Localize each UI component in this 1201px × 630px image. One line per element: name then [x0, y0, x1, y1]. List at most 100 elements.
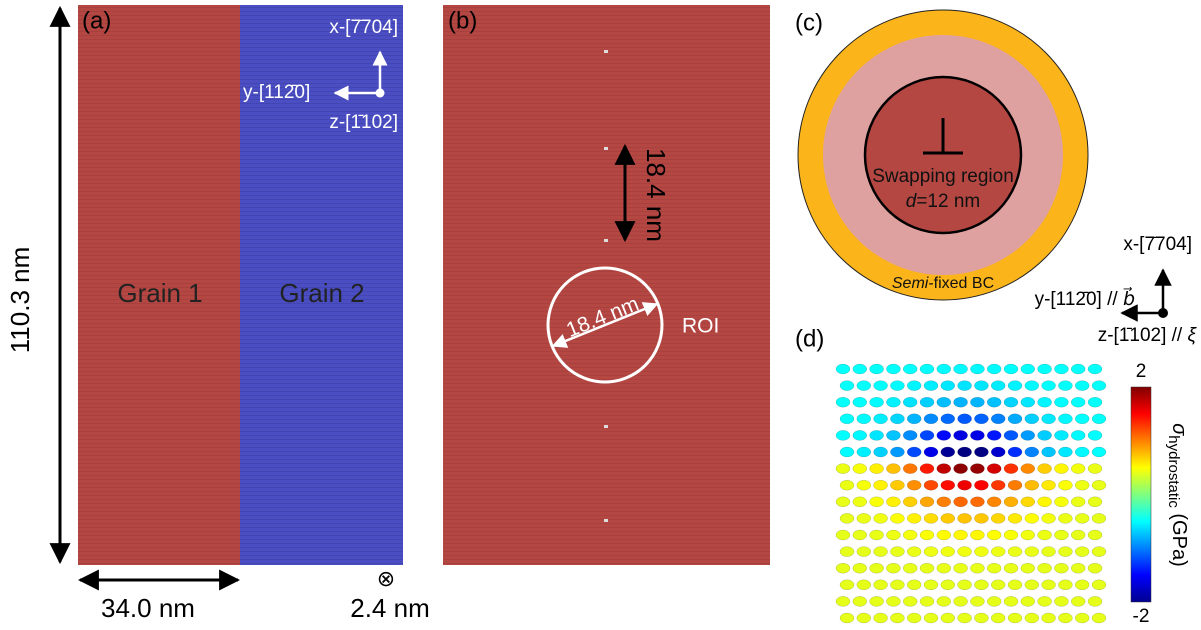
atom	[1054, 530, 1068, 540]
atom	[857, 447, 871, 457]
axis-label: z-[1̄102]	[329, 112, 398, 133]
atom	[836, 563, 850, 573]
atom	[840, 613, 854, 623]
atom	[1092, 580, 1106, 590]
atom	[941, 547, 955, 557]
atom	[836, 364, 850, 374]
atom	[1054, 464, 1068, 474]
atom	[1075, 414, 1089, 424]
atom	[937, 464, 951, 474]
atom	[1038, 596, 1052, 606]
atom	[903, 464, 917, 474]
atom	[970, 497, 984, 507]
atom	[1071, 397, 1085, 407]
colorbar-min: -2	[1133, 606, 1150, 627]
atom	[1058, 547, 1072, 557]
region-label: Swapping region	[872, 166, 1014, 187]
atom	[1058, 580, 1072, 590]
bc-italic: Semi	[892, 275, 929, 292]
atom	[1038, 397, 1052, 407]
atom	[941, 580, 955, 590]
atom	[1071, 530, 1085, 540]
atom	[924, 381, 938, 391]
atom	[920, 563, 934, 573]
bc-label: Semi-fixed BC	[892, 275, 994, 292]
atom	[974, 513, 988, 523]
atom	[1088, 364, 1102, 374]
atom	[954, 497, 968, 507]
atom	[974, 414, 988, 424]
panel-label: (a)	[82, 7, 111, 34]
atom	[1058, 414, 1072, 424]
atom	[974, 480, 988, 490]
atom	[870, 464, 884, 474]
atom	[1075, 547, 1089, 557]
atom	[907, 613, 921, 623]
panel-a: (a) Grain 1 Grain 2 110.3 nm 34.0 nm ⊗ 2…	[5, 5, 430, 623]
atom	[1021, 596, 1035, 606]
panel-c: (c) Swapping region d=12 nm Semi-fixed B…	[795, 9, 1198, 346]
atom	[857, 513, 871, 523]
bc-rest: -fixed BC	[928, 275, 994, 292]
atom	[920, 430, 934, 440]
atom	[870, 596, 884, 606]
atom	[1071, 497, 1085, 507]
atom	[954, 464, 968, 474]
atom	[874, 580, 888, 590]
atom	[924, 480, 938, 490]
atom	[920, 464, 934, 474]
atom	[890, 381, 904, 391]
dimension-label: 2.4 nm	[350, 593, 430, 623]
atom	[991, 480, 1005, 490]
atom	[920, 497, 934, 507]
figure: (a) Grain 1 Grain 2 110.3 nm 34.0 nm ⊗ 2…	[0, 0, 1201, 630]
atom	[1004, 563, 1018, 573]
atom	[1054, 497, 1068, 507]
atom	[1008, 381, 1022, 391]
atom	[1071, 464, 1085, 474]
atom	[1008, 480, 1022, 490]
atom	[924, 613, 938, 623]
atom	[890, 447, 904, 457]
atom	[1025, 580, 1039, 590]
atom	[840, 513, 854, 523]
atom	[987, 397, 1001, 407]
atom	[1088, 430, 1102, 440]
atom	[890, 613, 904, 623]
atom	[1058, 513, 1072, 523]
atom	[890, 480, 904, 490]
atom	[1071, 430, 1085, 440]
atom	[1025, 381, 1039, 391]
atom	[920, 596, 934, 606]
atom	[853, 397, 867, 407]
atom	[974, 381, 988, 391]
axis-label: x-[7̄704]	[329, 17, 398, 38]
atom	[1054, 563, 1068, 573]
panel-b: (b) 18.4 nm 18.4 nm ROI	[443, 5, 770, 565]
atom	[853, 464, 867, 474]
colorbar	[1131, 387, 1151, 602]
atom	[970, 430, 984, 440]
atom	[1071, 596, 1085, 606]
atom	[1092, 381, 1106, 391]
atom	[991, 547, 1005, 557]
atom	[870, 497, 884, 507]
atom	[958, 381, 972, 391]
atom	[870, 530, 884, 540]
panel-label: (d)	[795, 325, 824, 352]
region-size: d=12 nm	[906, 191, 980, 212]
atom	[836, 397, 850, 407]
atom	[857, 480, 871, 490]
atom	[1071, 563, 1085, 573]
atom	[941, 414, 955, 424]
sample-region	[443, 5, 770, 565]
atom	[890, 513, 904, 523]
atom	[1058, 613, 1072, 623]
atom	[1025, 513, 1039, 523]
atom	[840, 547, 854, 557]
atom	[1004, 497, 1018, 507]
atom	[1071, 364, 1085, 374]
atom	[1088, 596, 1102, 606]
atom	[840, 480, 854, 490]
atom	[903, 430, 917, 440]
